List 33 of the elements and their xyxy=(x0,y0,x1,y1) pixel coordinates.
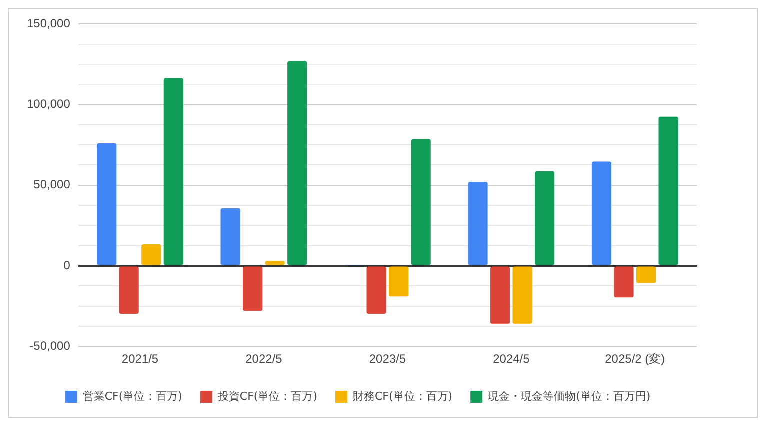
bar xyxy=(142,244,162,266)
y-tick-label: 50,000 xyxy=(34,178,71,192)
x-tick-label: 2024/5 xyxy=(493,352,530,366)
legend-label: 財務CF(単位：百万) xyxy=(353,390,453,403)
bar xyxy=(614,266,634,298)
bar xyxy=(288,61,308,266)
bar xyxy=(389,266,409,297)
bar xyxy=(220,208,240,266)
bar xyxy=(97,143,117,266)
bar xyxy=(592,162,612,266)
legend-label: 投資CF(単位：百万) xyxy=(216,390,318,403)
legend-label: 営業CF(単位：百万) xyxy=(82,390,182,403)
bar xyxy=(468,182,488,266)
x-tick-label: 2025/2 (変) xyxy=(605,352,666,366)
bar xyxy=(119,266,139,314)
legend-label: 現金・現金等価物(単位：百万円) xyxy=(488,390,651,403)
y-tick-label: 0 xyxy=(64,258,71,272)
bar xyxy=(366,266,386,314)
x-tick-label: 2023/5 xyxy=(369,352,406,366)
bar xyxy=(164,78,184,266)
bar xyxy=(490,266,510,324)
text: -50,000 xyxy=(30,338,70,353)
bar xyxy=(243,266,263,312)
y-tick-label: 100,000 xyxy=(26,97,71,112)
x-tick-label: 2021/5 xyxy=(122,352,159,366)
bar xyxy=(265,261,285,266)
bar xyxy=(636,266,656,284)
x-tick-label: 2022/5 xyxy=(246,352,283,366)
y-tick-label: 150,000 xyxy=(26,16,71,31)
bar xyxy=(658,116,678,266)
bar xyxy=(411,139,431,266)
bar xyxy=(512,266,532,324)
bar xyxy=(535,171,555,266)
